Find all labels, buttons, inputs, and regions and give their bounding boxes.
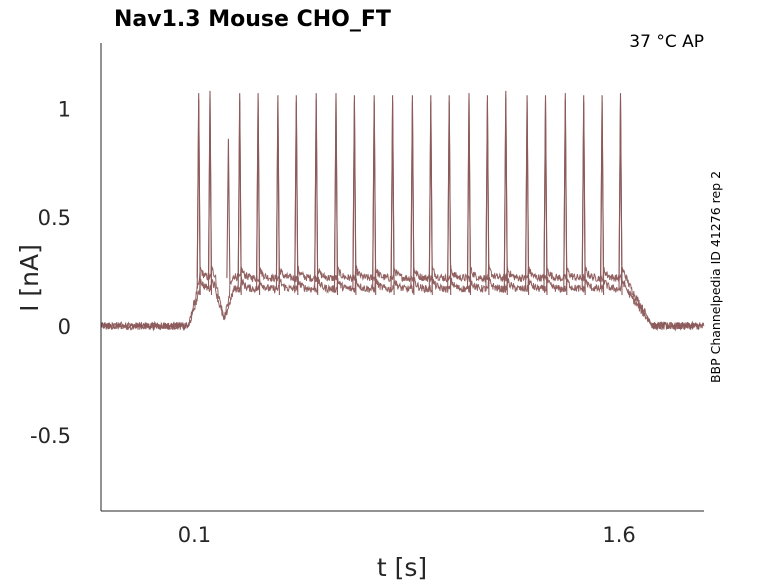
axes xyxy=(100,43,704,512)
action-potential-spike xyxy=(294,101,299,296)
action-potential-spike xyxy=(237,99,242,296)
action-potential-spike xyxy=(410,101,415,296)
action-potential-spike xyxy=(352,101,357,296)
action-potential-spike xyxy=(618,99,623,296)
action-potential-spike xyxy=(275,101,280,296)
trace-series-1 xyxy=(100,263,704,472)
action-potential-spike xyxy=(256,99,261,296)
temperature-protocol-annotation: 37 °C AP xyxy=(629,32,704,52)
action-potential-spike xyxy=(314,99,319,296)
y-tick-label: 0 xyxy=(58,315,71,339)
action-potential-spike xyxy=(196,99,201,296)
action-potential-spike xyxy=(503,97,508,296)
action-potential-spike xyxy=(226,138,231,285)
side-id-label: BBP Channelpedia ID 41276 rep 2 xyxy=(708,171,723,383)
tick-labels: 0.1 1.6 1 0.5 0 -0.5 xyxy=(30,97,636,547)
y-tick-label: 0.5 xyxy=(38,206,71,230)
action-potential-spike xyxy=(581,101,586,296)
action-potential-spike xyxy=(372,101,377,296)
trace-series-2 xyxy=(100,275,705,332)
current-traces xyxy=(100,90,705,472)
action-potential-spike xyxy=(563,99,568,296)
x-tick-label: 0.1 xyxy=(178,523,211,547)
action-potential-spike xyxy=(447,101,452,296)
action-potential-spike xyxy=(390,101,395,296)
action-potential-spike xyxy=(525,101,530,296)
action-potential-spike xyxy=(485,101,490,296)
x-tick-label: 1.6 xyxy=(602,523,635,547)
action-potential-spike xyxy=(207,97,213,296)
x-axis-label: t [s] xyxy=(377,553,427,582)
action-potential-spike xyxy=(600,101,605,296)
y-axis-label: I [nA] xyxy=(15,244,44,312)
chart-title: Nav1.3 Mouse CHO_FT xyxy=(114,7,391,32)
y-tick-label: 1 xyxy=(58,97,71,121)
action-potential-spike xyxy=(333,99,339,296)
action-potential-spike xyxy=(428,101,433,296)
action-potential-spike xyxy=(543,101,548,296)
action-potential-spike xyxy=(466,99,472,296)
y-tick-label: -0.5 xyxy=(30,424,71,448)
